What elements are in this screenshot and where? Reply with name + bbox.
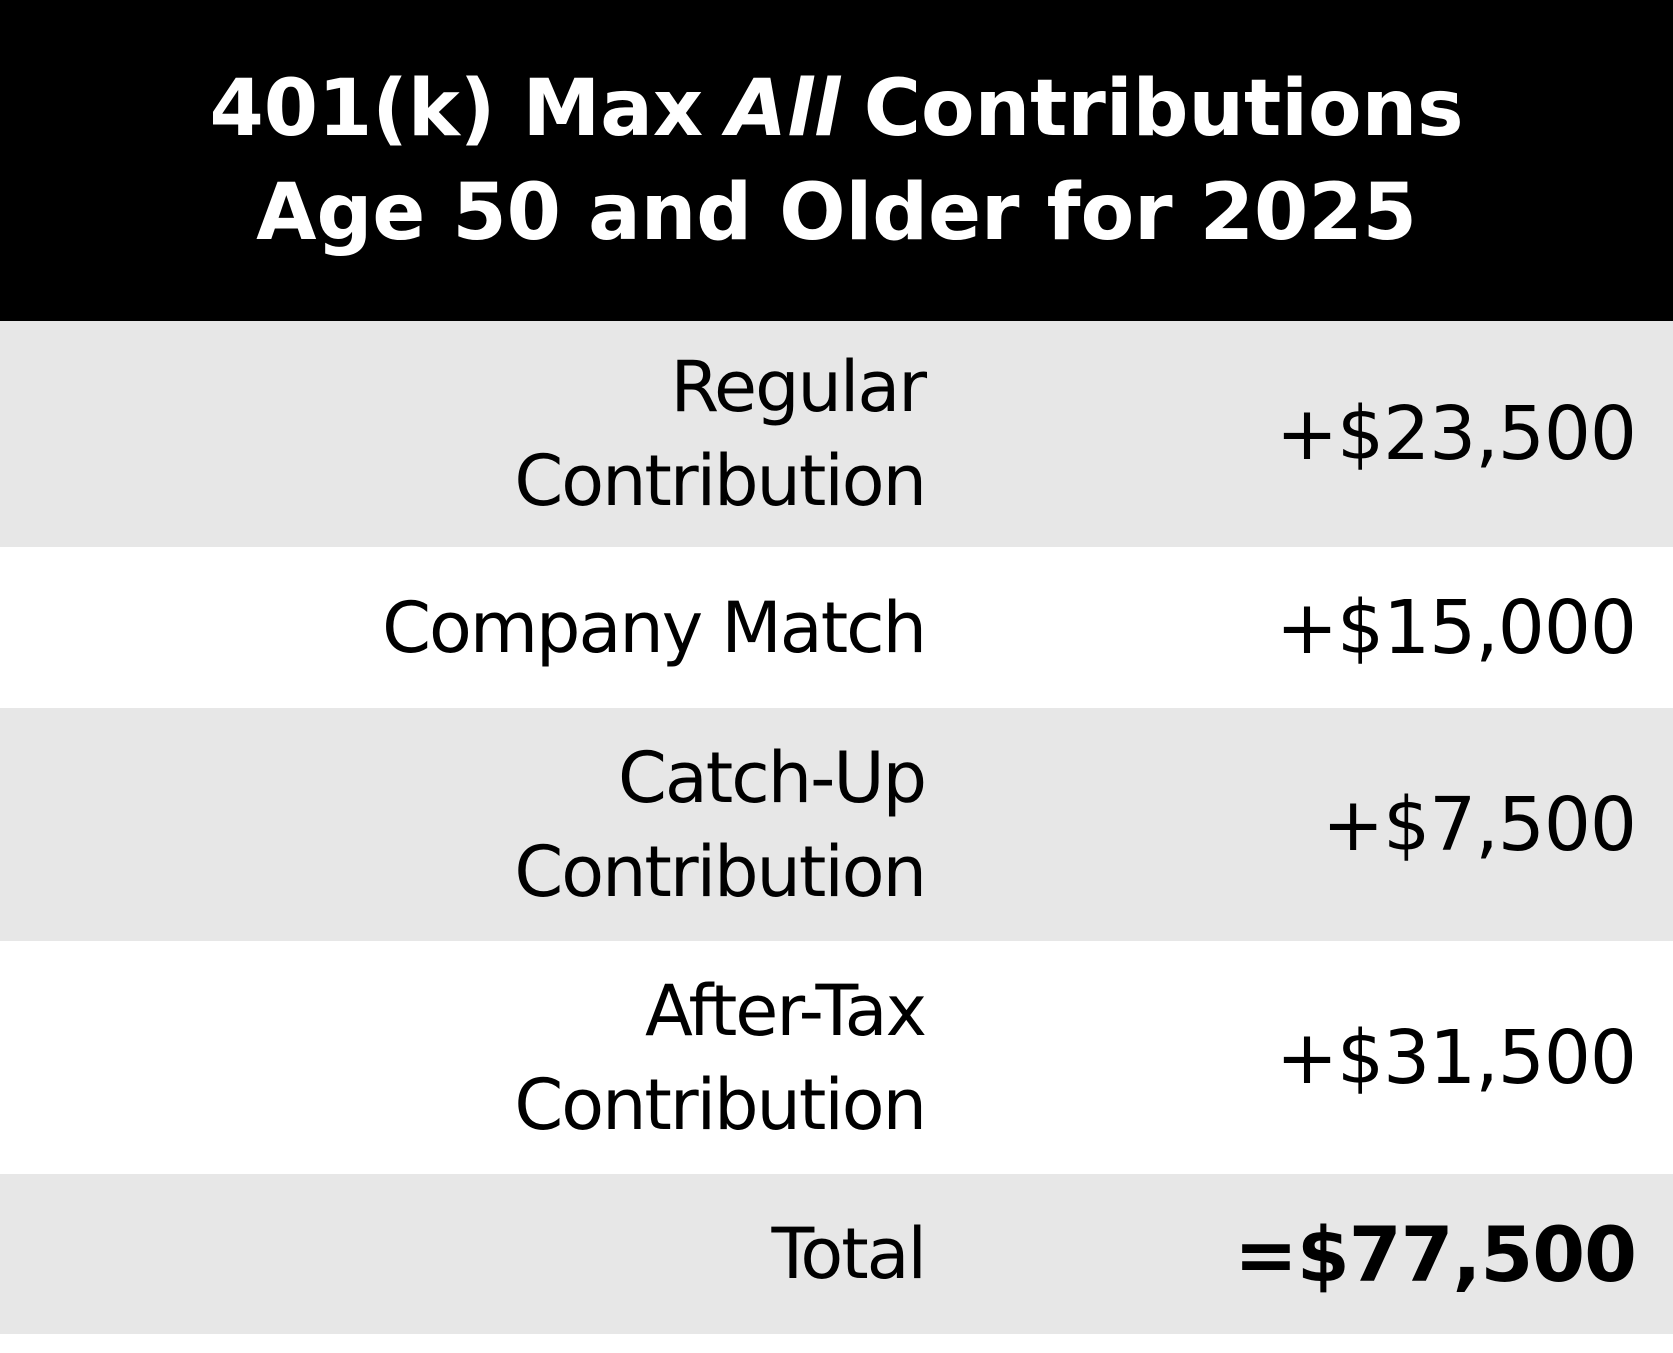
title-line: 401(k) Max All Contributions (209, 57, 1463, 161)
row-label: Regular Contribution (514, 340, 927, 528)
row-value: +$15,000 (1275, 584, 1637, 671)
title-part: Contributions (863, 63, 1464, 154)
label-line: Contribution (514, 1063, 927, 1146)
row-value: +$31,500 (1275, 1014, 1637, 1101)
table-row: Total =$77,500 (0, 1174, 1673, 1334)
row-value: +$23,500 (1275, 391, 1637, 477)
label-line: Total (771, 1213, 927, 1295)
label-line: Catch-Up (618, 736, 927, 819)
table-row: After-Tax Contribution +$31,500 (0, 941, 1673, 1174)
label-line: Company Match (382, 586, 927, 669)
row-label: After-Tax Contribution (514, 964, 927, 1152)
label-line: Contribution (514, 830, 927, 913)
row-label: Catch-Up Contribution (514, 731, 927, 919)
table-row: Regular Contribution +$23,500 (0, 321, 1673, 547)
row-value: +$7,500 (1322, 781, 1637, 868)
label-line: After-Tax (645, 969, 927, 1052)
title-line: Age 50 and Older for 2025 (256, 161, 1417, 265)
row-label: Total (771, 1207, 927, 1301)
row-value: =$77,500 (1234, 1209, 1637, 1299)
title-part: Age 50 and Older for 2025 (256, 167, 1417, 258)
label-line: Regular (670, 346, 927, 428)
row-label: Company Match (382, 581, 927, 675)
table-row: Company Match +$15,000 (0, 547, 1673, 708)
label-line: Contribution (514, 440, 927, 522)
header: 401(k) Max All Contributions Age 50 and … (0, 0, 1673, 321)
table-row: Catch-Up Contribution +$7,500 (0, 708, 1673, 941)
title-part: All (726, 63, 841, 154)
title-part: 401(k) Max (209, 63, 704, 154)
